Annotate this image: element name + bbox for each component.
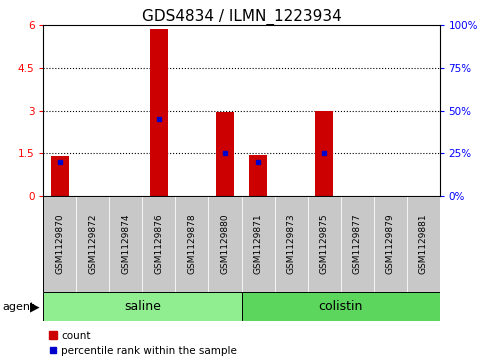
Text: GSM1129871: GSM1129871	[254, 214, 262, 274]
Bar	[242, 196, 274, 292]
Bar	[341, 196, 373, 292]
Bar	[150, 29, 168, 196]
Bar	[373, 196, 407, 292]
Text: GSM1129875: GSM1129875	[320, 214, 328, 274]
Text: GSM1129881: GSM1129881	[419, 214, 427, 274]
Text: GSM1129873: GSM1129873	[286, 214, 296, 274]
Bar	[110, 196, 142, 292]
Bar	[274, 196, 308, 292]
Text: GSM1129878: GSM1129878	[187, 214, 197, 274]
Bar	[209, 196, 242, 292]
Bar	[51, 156, 69, 196]
Text: GSM1129872: GSM1129872	[88, 214, 98, 274]
Bar	[242, 292, 440, 321]
Bar	[43, 292, 242, 321]
Text: ▶: ▶	[30, 300, 40, 313]
Text: GSM1129880: GSM1129880	[221, 214, 229, 274]
Bar	[249, 155, 267, 196]
Bar	[43, 196, 76, 292]
Text: GDS4834 / ILMN_1223934: GDS4834 / ILMN_1223934	[142, 9, 341, 25]
Text: agent: agent	[2, 302, 35, 312]
Bar	[315, 111, 333, 196]
Text: saline: saline	[124, 300, 161, 313]
Legend: count, percentile rank within the sample: count, percentile rank within the sample	[49, 331, 237, 356]
Bar	[142, 196, 175, 292]
Text: GSM1129870: GSM1129870	[56, 214, 64, 274]
Text: colistin: colistin	[318, 300, 363, 313]
Text: GSM1129874: GSM1129874	[122, 214, 130, 274]
Bar	[308, 196, 341, 292]
Text: GSM1129876: GSM1129876	[155, 214, 163, 274]
Text: GSM1129877: GSM1129877	[353, 214, 361, 274]
Text: GSM1129879: GSM1129879	[385, 214, 395, 274]
Bar	[407, 196, 440, 292]
Bar	[216, 112, 234, 196]
Bar	[76, 196, 110, 292]
Bar	[175, 196, 209, 292]
